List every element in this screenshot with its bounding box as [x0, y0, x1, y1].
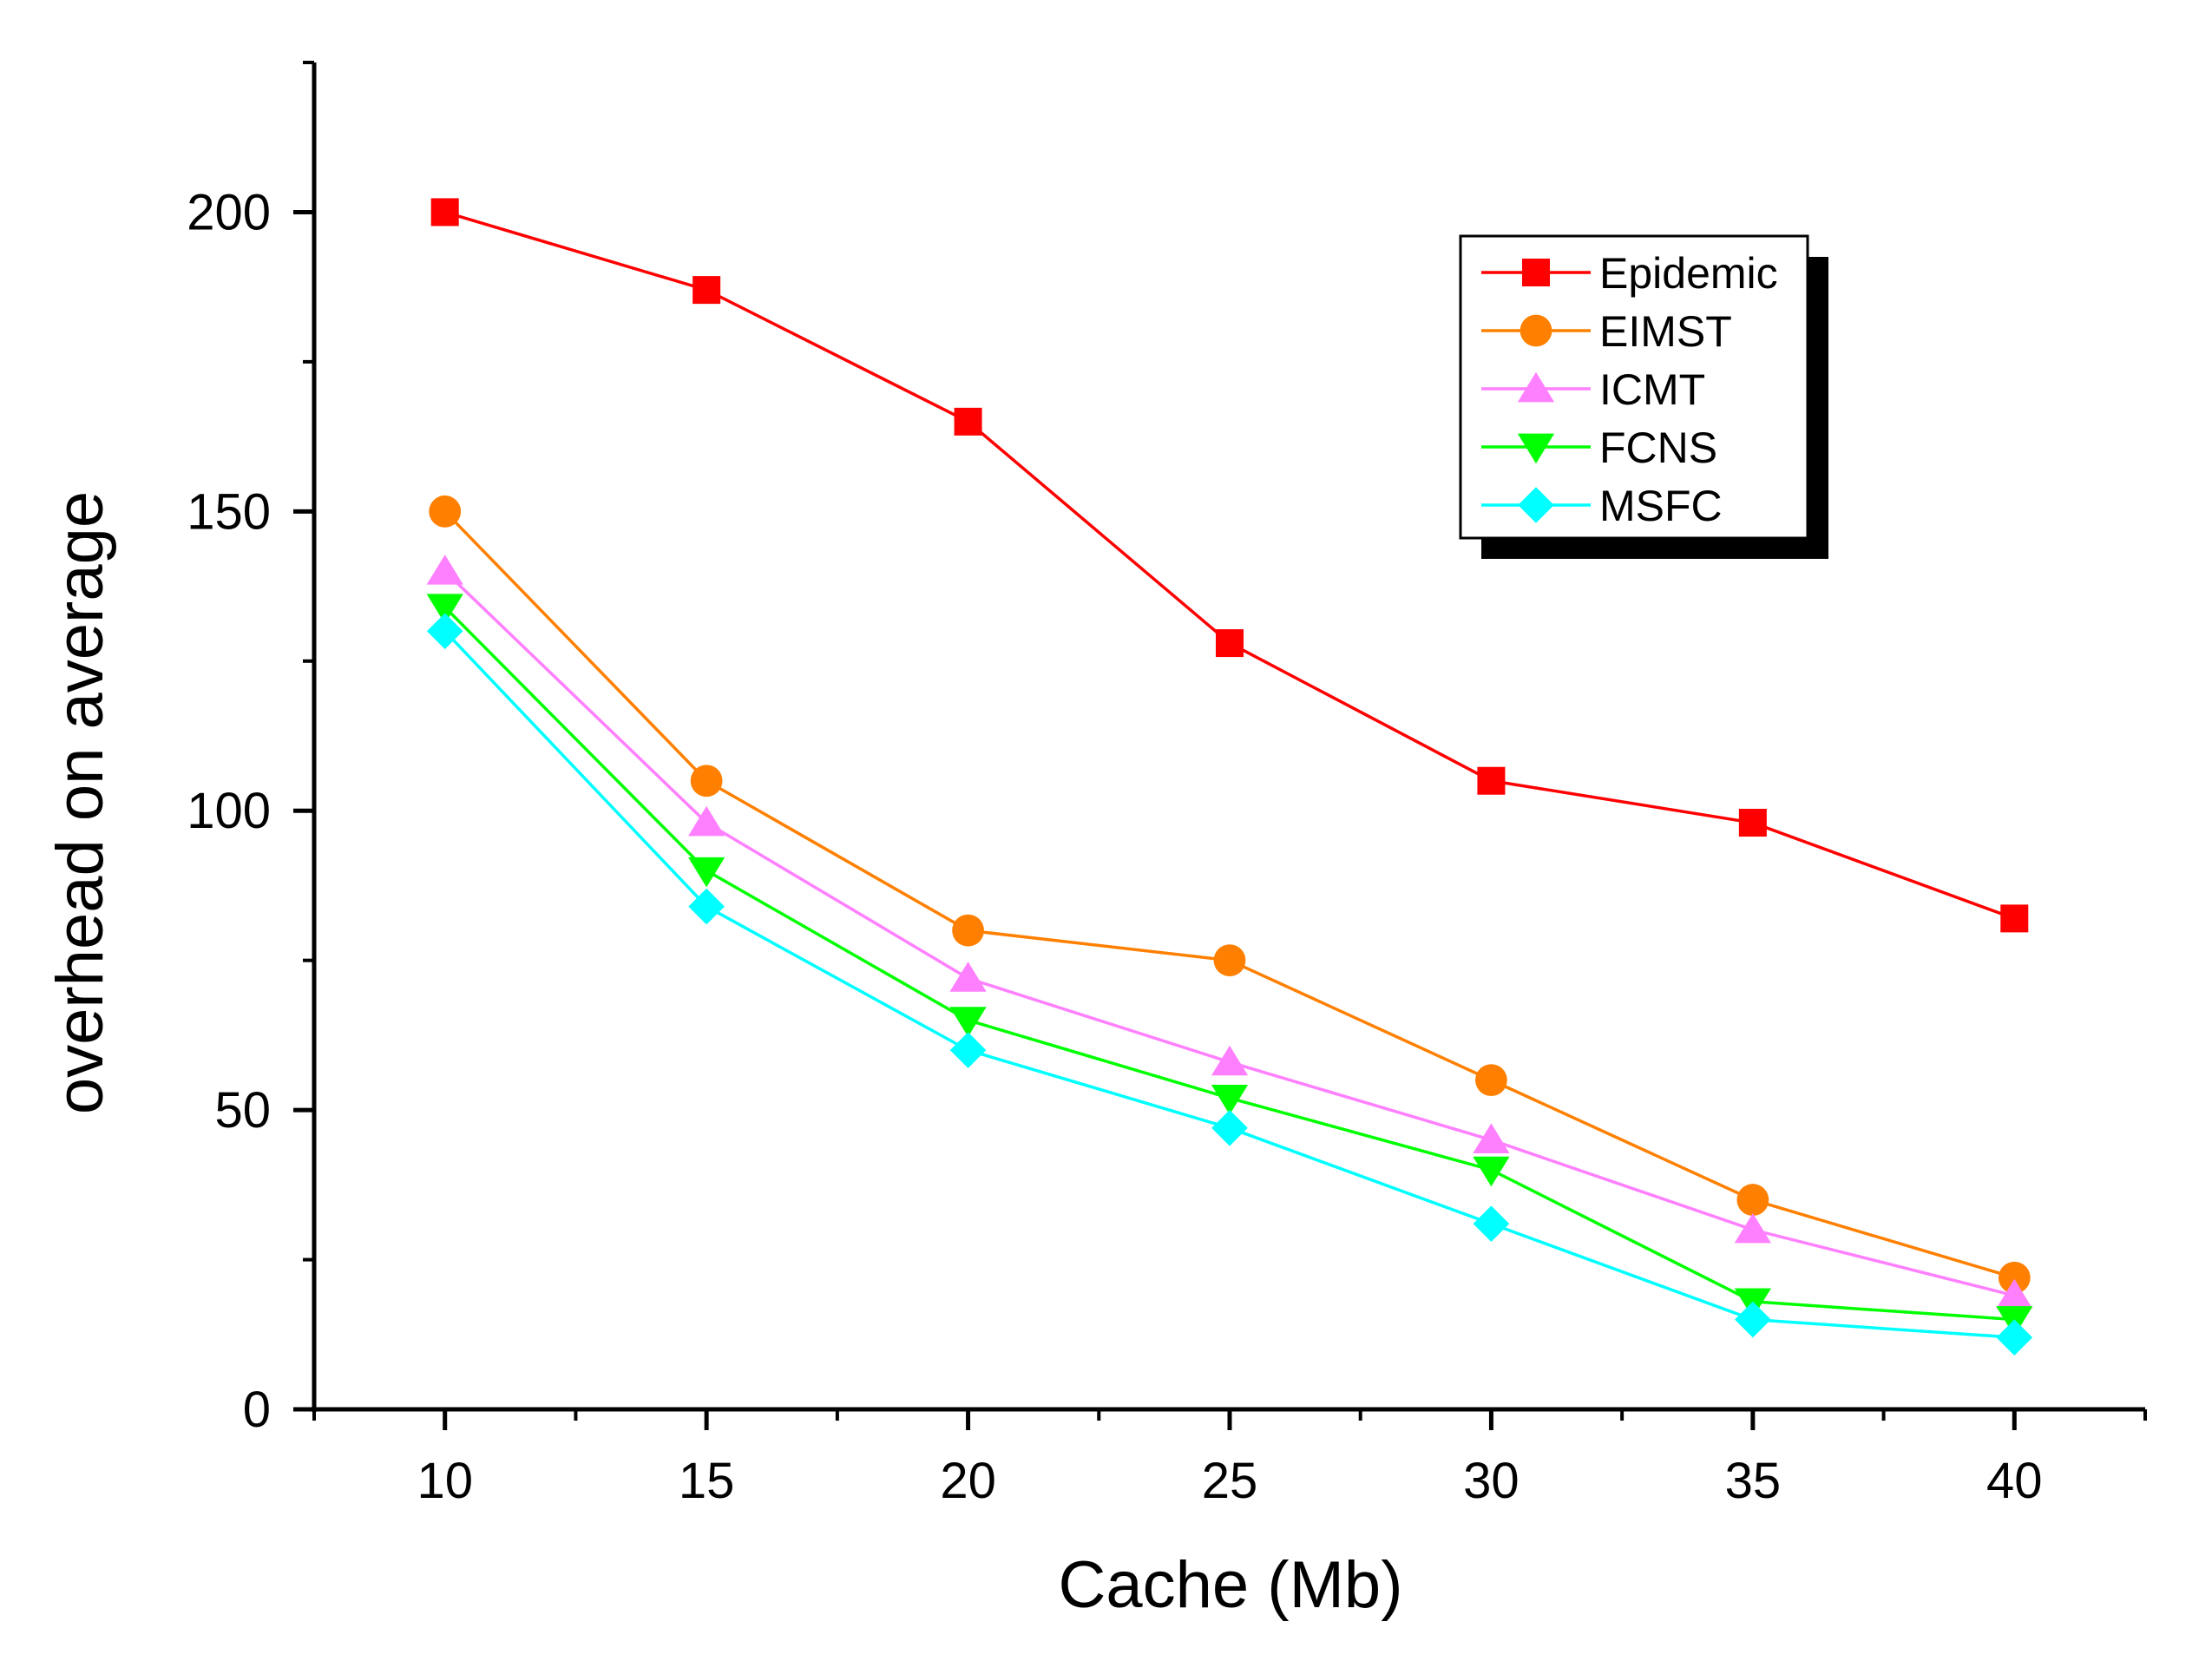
x-tick-label: 10: [417, 1453, 473, 1509]
y-tick-label: 200: [187, 184, 271, 240]
series-icmt: [426, 555, 2033, 1310]
y-tick-label: 100: [187, 783, 271, 839]
data-point: [1738, 809, 1767, 837]
x-tick-label: 40: [1986, 1453, 2043, 1509]
data-point: [688, 888, 725, 925]
data-point: [1213, 944, 1246, 977]
data-point: [1998, 1261, 2031, 1294]
series-epidemic: [430, 198, 2029, 933]
legend-marker: [1517, 433, 1555, 464]
x-tick-label: 35: [1725, 1453, 1782, 1509]
x-axis-title: Cache (Mb): [1059, 1548, 1403, 1622]
data-point: [430, 198, 459, 226]
legend-marker: [1518, 487, 1554, 523]
data-point: [1475, 1064, 1507, 1097]
series-eimst: [429, 495, 2031, 1294]
series-line: [443, 510, 2015, 1279]
series-line: [443, 630, 2015, 1339]
legend-marker: [1517, 371, 1555, 403]
data-point: [1211, 1084, 1249, 1115]
data-point: [1996, 1278, 2033, 1310]
data-point: [688, 857, 725, 888]
legend-marker: [1522, 259, 1550, 286]
legend-label: FCNS: [1599, 423, 1717, 472]
legend-item-fcns: FCNS: [1481, 423, 1717, 472]
data-point: [1734, 1212, 1771, 1244]
y-tick-label: 0: [243, 1382, 271, 1438]
data-point: [429, 495, 462, 528]
legend-item-icmt: ICMT: [1481, 365, 1705, 414]
x-tick-label: 15: [679, 1453, 735, 1509]
series-layer: [426, 198, 2033, 1356]
data-point: [1736, 1184, 1769, 1216]
data-point: [1473, 1156, 1510, 1187]
data-point: [1216, 629, 1244, 658]
data-point: [1473, 1205, 1510, 1242]
data-point: [1211, 1110, 1248, 1146]
legend: Epidemic EIMST ICMT FCNS MSFC: [1459, 234, 1828, 559]
legend-box: [1459, 234, 1809, 540]
data-point: [1211, 1045, 1249, 1076]
series-msfc: [426, 613, 2033, 1356]
data-point: [688, 805, 725, 837]
data-point: [1473, 1123, 1510, 1153]
y-axis-title: overhead on average: [43, 491, 117, 1114]
legend-label: MSFC: [1599, 482, 1723, 530]
data-point: [426, 555, 463, 585]
data-point: [949, 1032, 987, 1068]
data-point: [1477, 766, 1506, 795]
data-point: [426, 613, 463, 650]
legend-label: ICMT: [1599, 365, 1705, 414]
legend-item-epidemic: Epidemic: [1481, 249, 1778, 298]
legend-item-msfc: MSFC: [1481, 482, 1723, 530]
data-point: [426, 594, 463, 624]
legend-marker: [1520, 314, 1552, 347]
x-tick-label: 30: [1463, 1453, 1520, 1509]
data-point: [949, 962, 987, 992]
data-point: [690, 765, 723, 798]
legend-item-eimst: EIMST: [1481, 307, 1732, 356]
data-point: [1996, 1319, 2033, 1356]
data-point: [952, 914, 984, 947]
x-tick-label: 25: [1202, 1453, 1258, 1509]
legend-label: Epidemic: [1599, 249, 1778, 298]
y-tick-label: 50: [214, 1082, 271, 1139]
data-point: [954, 407, 982, 436]
y-tick-label: 150: [187, 483, 271, 540]
data-point: [1735, 1301, 1771, 1338]
data-point: [2000, 904, 2029, 933]
data-point: [692, 276, 721, 305]
x-tick-label: 20: [940, 1453, 996, 1509]
series-line: [443, 570, 2015, 1297]
axes: 10 15 20 25 30 35 40 0 50 100 150 200: [187, 61, 2147, 1509]
data-point: [949, 1007, 987, 1037]
legend-label: EIMST: [1599, 307, 1732, 356]
